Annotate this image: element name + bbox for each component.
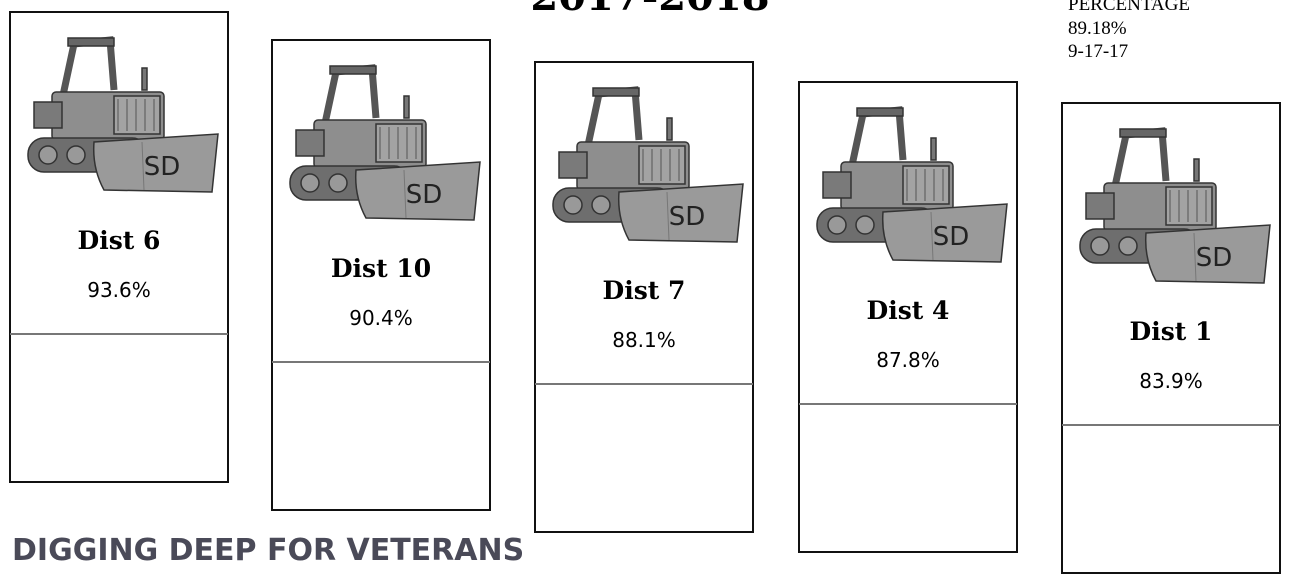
blade-badge: SD: [933, 222, 970, 252]
seat: [296, 130, 324, 156]
grille: [114, 96, 160, 134]
cab-roof: [68, 38, 114, 46]
footer: DIGGING DEEP FOR VETERANS: [12, 533, 524, 568]
district-percentage: 93.6%: [87, 278, 151, 302]
cab-frame: [62, 40, 114, 100]
exhaust: [667, 118, 672, 140]
wheel: [856, 216, 874, 234]
blade-badge: SD: [406, 180, 443, 210]
district-name: Dist 10: [331, 254, 431, 283]
exhaust: [1194, 159, 1199, 181]
cab-roof: [1120, 129, 1166, 137]
bulldozer: SD: [290, 66, 480, 220]
blade-badge: SD: [669, 202, 706, 232]
exhaust: [142, 68, 147, 90]
wheel: [1091, 237, 1109, 255]
seat: [559, 152, 587, 178]
wheel: [329, 174, 347, 192]
cab-frame: [851, 110, 903, 170]
grille: [1166, 187, 1212, 225]
cab-frame: [324, 68, 376, 128]
district-name: Dist 6: [78, 226, 161, 255]
district-percentage: 87.8%: [876, 348, 940, 372]
district-name: Dist 1: [1130, 317, 1213, 346]
cab-roof: [593, 88, 639, 96]
side-date: 9-17-17: [1068, 41, 1128, 62]
seat: [823, 172, 851, 198]
wheel: [67, 146, 85, 164]
district-card: SD Dist 1 83.9%: [1062, 103, 1280, 573]
district-name: Dist 7: [603, 276, 686, 305]
cab-frame: [587, 90, 639, 150]
blade-badge: SD: [144, 152, 181, 182]
bulldozer: SD: [817, 108, 1007, 262]
cab-roof: [857, 108, 903, 116]
bulldozer: SD: [553, 88, 743, 242]
seat: [1086, 193, 1114, 219]
exhaust: [931, 138, 936, 160]
wheel: [564, 196, 582, 214]
district-card: SD Dist 7 88.1%: [535, 62, 753, 532]
district-percentage: 83.9%: [1139, 369, 1203, 393]
district-percentage: 88.1%: [612, 328, 676, 352]
district-card: SD Dist 10 90.4%: [272, 40, 490, 510]
side-value: 89.18%: [1068, 18, 1127, 39]
wheel: [828, 216, 846, 234]
seat: [34, 102, 62, 128]
grille: [376, 124, 422, 162]
wheel: [592, 196, 610, 214]
title: 2017-2018: [530, 0, 769, 20]
cab-roof: [330, 66, 376, 74]
poster: 2017-2018 PERCENTAGE 89.18% 9-17-17 DIGG…: [0, 0, 1293, 575]
side-label: PERCENTAGE: [1068, 0, 1190, 15]
district-card: SD Dist 4 87.8%: [799, 82, 1017, 552]
wheel: [1119, 237, 1137, 255]
exhaust: [404, 96, 409, 118]
page: 2017-2018 PERCENTAGE 89.18% 9-17-17 DIGG…: [0, 0, 1293, 575]
bulldozer: SD: [1080, 129, 1270, 283]
bulldozer: SD: [28, 38, 218, 192]
grille: [903, 166, 949, 204]
wheel: [39, 146, 57, 164]
district-card: SD Dist 6 93.6%: [10, 12, 228, 482]
grille: [639, 146, 685, 184]
district-percentage: 90.4%: [349, 306, 413, 330]
wheel: [301, 174, 319, 192]
district-name: Dist 4: [867, 296, 950, 325]
blade-badge: SD: [1196, 243, 1233, 273]
cab-frame: [1114, 131, 1166, 191]
